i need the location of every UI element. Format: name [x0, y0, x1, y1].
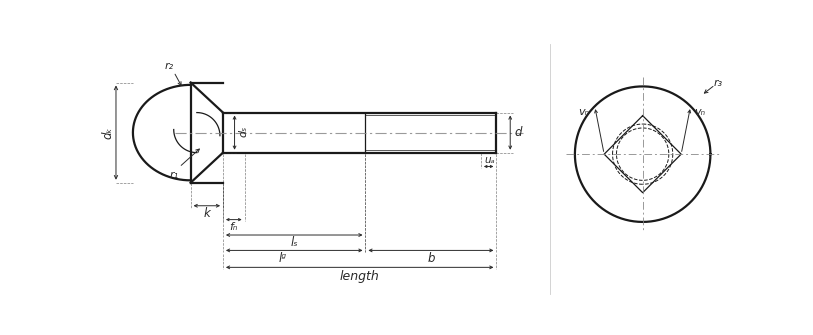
Text: uₐ: uₐ: [485, 155, 496, 165]
Text: fₙ: fₙ: [229, 222, 238, 232]
Text: dₖ: dₖ: [102, 126, 115, 139]
Text: r₂: r₂: [164, 61, 174, 71]
Text: length: length: [340, 270, 380, 283]
Text: dₛ: dₛ: [238, 125, 249, 137]
Text: vₙ: vₙ: [694, 108, 706, 117]
Text: k: k: [203, 207, 211, 220]
Text: lₛ: lₛ: [290, 236, 298, 249]
Text: r₃: r₃: [714, 78, 723, 88]
Text: r₁: r₁: [169, 170, 178, 180]
Text: b: b: [427, 252, 435, 265]
Text: vₙ: vₙ: [578, 108, 589, 117]
Text: d: d: [515, 126, 522, 139]
Text: lᵍ: lᵍ: [279, 252, 287, 265]
